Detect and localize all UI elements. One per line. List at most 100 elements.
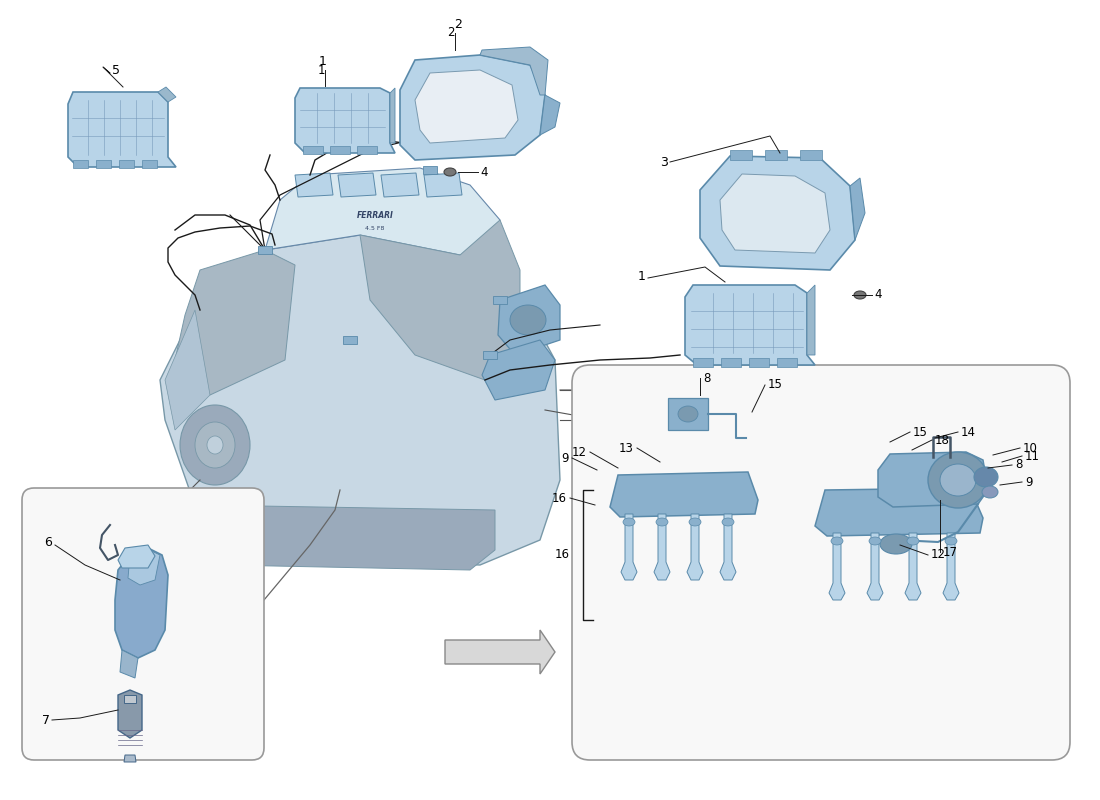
Polygon shape (720, 514, 736, 580)
Ellipse shape (830, 537, 843, 545)
Text: 16: 16 (556, 549, 570, 562)
Polygon shape (265, 168, 500, 255)
Polygon shape (482, 340, 556, 400)
Polygon shape (415, 70, 518, 143)
Text: FERRARI: FERRARI (356, 210, 394, 219)
Polygon shape (654, 514, 670, 580)
Ellipse shape (510, 305, 546, 335)
Bar (720, 358, 741, 367)
Text: 5: 5 (112, 65, 120, 78)
Text: 9: 9 (561, 451, 569, 465)
Polygon shape (116, 548, 168, 658)
Polygon shape (807, 285, 815, 355)
Ellipse shape (880, 534, 912, 554)
Ellipse shape (722, 518, 734, 526)
Polygon shape (118, 690, 142, 738)
Ellipse shape (180, 405, 250, 485)
Polygon shape (943, 533, 959, 600)
Polygon shape (360, 220, 520, 380)
Ellipse shape (207, 436, 223, 454)
Text: 13: 13 (619, 442, 634, 454)
Bar (142, 160, 157, 168)
Bar (73, 160, 88, 168)
Text: 6: 6 (44, 537, 52, 550)
Ellipse shape (195, 422, 235, 468)
Text: 18: 18 (935, 434, 950, 446)
Ellipse shape (869, 537, 881, 545)
Polygon shape (850, 178, 865, 240)
Polygon shape (446, 630, 556, 674)
Bar (730, 150, 752, 160)
Bar (330, 146, 350, 154)
Text: 15: 15 (768, 378, 783, 391)
Ellipse shape (908, 537, 918, 545)
Polygon shape (124, 755, 136, 762)
Polygon shape (381, 173, 419, 197)
Polygon shape (700, 156, 855, 270)
Ellipse shape (854, 291, 866, 299)
Text: 1: 1 (317, 63, 324, 77)
Text: 7: 7 (42, 714, 50, 726)
FancyBboxPatch shape (572, 365, 1070, 760)
Polygon shape (165, 310, 210, 430)
Text: 4: 4 (874, 289, 881, 302)
Bar (749, 358, 769, 367)
Polygon shape (480, 47, 548, 95)
Polygon shape (498, 285, 560, 355)
Bar (302, 146, 323, 154)
Bar (424, 166, 437, 174)
Polygon shape (621, 514, 637, 580)
Bar (96, 160, 111, 168)
Polygon shape (688, 514, 703, 580)
Text: 3: 3 (660, 155, 668, 169)
Text: 16: 16 (552, 491, 567, 505)
Ellipse shape (974, 467, 998, 487)
Text: 4: 4 (480, 166, 487, 178)
Bar (493, 296, 507, 304)
Polygon shape (829, 533, 845, 600)
Text: 1: 1 (638, 270, 646, 282)
Bar (764, 150, 786, 160)
Polygon shape (720, 174, 830, 253)
Ellipse shape (928, 452, 988, 508)
Text: 14: 14 (961, 426, 976, 438)
Bar (693, 358, 713, 367)
Text: 12: 12 (931, 549, 946, 562)
Ellipse shape (689, 518, 701, 526)
Polygon shape (128, 548, 160, 585)
Ellipse shape (945, 537, 957, 545)
Ellipse shape (678, 406, 698, 422)
Bar (119, 160, 134, 168)
Ellipse shape (444, 168, 456, 176)
Text: 2: 2 (448, 26, 454, 39)
Bar (358, 146, 377, 154)
Polygon shape (390, 88, 395, 143)
Polygon shape (540, 95, 560, 135)
Polygon shape (424, 173, 462, 197)
Bar (777, 358, 797, 367)
Polygon shape (867, 533, 883, 600)
Text: 2: 2 (454, 18, 462, 31)
Text: 8: 8 (1015, 458, 1022, 471)
Polygon shape (685, 285, 815, 365)
Polygon shape (610, 472, 758, 517)
Polygon shape (295, 173, 333, 197)
Polygon shape (158, 87, 176, 102)
Polygon shape (118, 545, 155, 568)
Polygon shape (68, 92, 176, 167)
Polygon shape (815, 488, 983, 536)
Bar (343, 336, 358, 344)
Text: 11: 11 (1025, 450, 1040, 462)
Ellipse shape (982, 486, 998, 498)
Polygon shape (160, 235, 560, 565)
Ellipse shape (656, 518, 668, 526)
Polygon shape (400, 55, 544, 160)
Bar (483, 351, 497, 359)
Bar (800, 150, 822, 160)
Ellipse shape (623, 518, 635, 526)
Ellipse shape (940, 464, 976, 496)
Text: 10: 10 (1023, 442, 1038, 454)
Polygon shape (905, 533, 921, 600)
Text: 15: 15 (913, 426, 928, 438)
Polygon shape (200, 505, 495, 570)
